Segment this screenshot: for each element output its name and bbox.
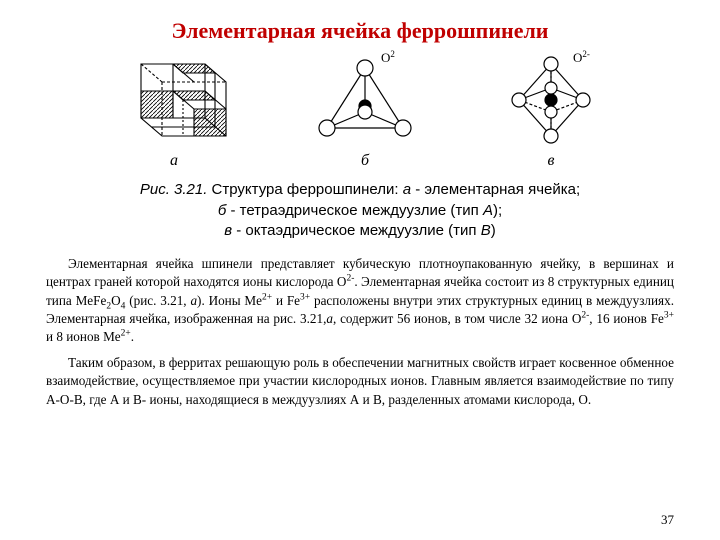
unit-cell-svg xyxy=(109,50,239,150)
figure-a-label: а xyxy=(170,152,178,170)
paragraph-2: Таким образом, в ферритах решающую роль … xyxy=(46,354,674,409)
svg-text:O2: O2 xyxy=(381,50,395,65)
tetrahedron-svg: O2 xyxy=(305,50,425,150)
figure-b: O2 б xyxy=(305,50,425,170)
figure-row: а O2 xyxy=(76,50,644,170)
slide-page: Элементарная ячейка феррошпинели xyxy=(0,0,720,540)
paragraph-1: Элементарная ячейка шпинели представляет… xyxy=(46,255,674,346)
figure-c: O2- xyxy=(491,50,611,170)
svg-text:O2-: O2- xyxy=(573,50,590,65)
page-number: 37 xyxy=(661,512,674,528)
page-title: Элементарная ячейка феррошпинели xyxy=(46,18,674,44)
octahedron-svg: O2- xyxy=(491,50,611,150)
figure-caption: Рис. 3.21. Структура феррошпинели: а - э… xyxy=(106,180,614,241)
figure-a: а xyxy=(109,50,239,170)
figure-b-label: б xyxy=(361,152,369,170)
figure-c-label: в xyxy=(548,152,555,170)
